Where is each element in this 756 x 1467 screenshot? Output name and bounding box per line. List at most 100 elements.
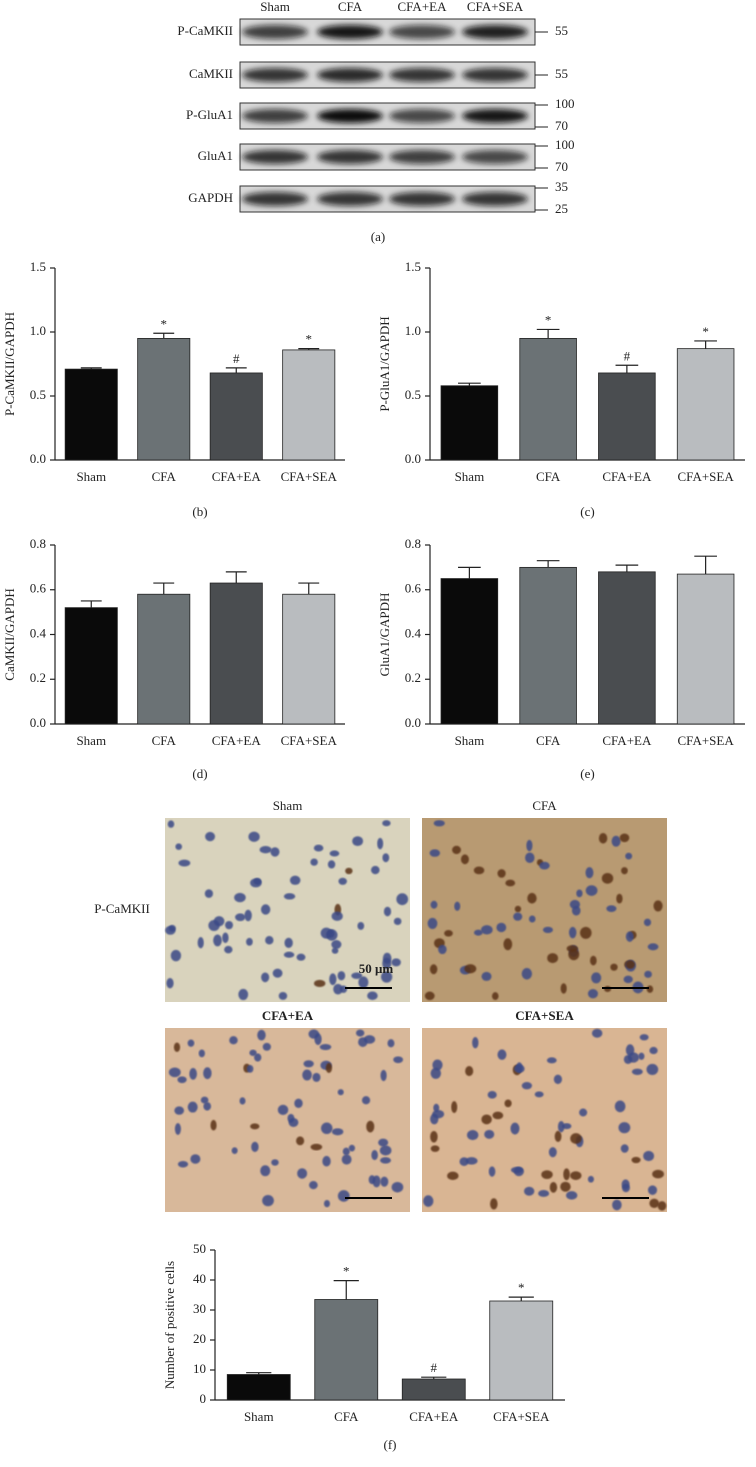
cell bbox=[239, 1097, 246, 1105]
cell bbox=[585, 885, 598, 896]
cell bbox=[278, 991, 288, 1000]
cell bbox=[238, 988, 249, 1001]
cell bbox=[366, 1120, 375, 1133]
bar bbox=[489, 1300, 554, 1401]
cell bbox=[557, 1120, 565, 1133]
blot-row-label: P-CaMKII bbox=[177, 23, 233, 38]
cell bbox=[358, 976, 369, 989]
cell bbox=[277, 1104, 289, 1115]
y-tick-label: 0 bbox=[200, 1391, 207, 1406]
error-bar bbox=[246, 1372, 272, 1375]
cell bbox=[568, 926, 577, 939]
blot-band bbox=[389, 109, 455, 123]
cell bbox=[647, 943, 659, 951]
blot-row-label: GAPDH bbox=[188, 190, 233, 205]
cell bbox=[504, 1099, 512, 1108]
cell bbox=[357, 921, 365, 930]
cell bbox=[539, 861, 550, 870]
cell bbox=[310, 858, 318, 866]
cell bbox=[601, 872, 614, 884]
x-tick-label: Sham bbox=[455, 733, 485, 748]
cell bbox=[625, 852, 633, 860]
cell bbox=[213, 934, 222, 947]
cell bbox=[246, 937, 253, 946]
x-tick-label: CFA bbox=[152, 733, 177, 748]
panel-caption: (c) bbox=[580, 504, 594, 519]
cell bbox=[250, 878, 262, 888]
cell bbox=[371, 865, 380, 875]
cell bbox=[432, 1109, 445, 1119]
y-tick-label: 40 bbox=[193, 1271, 206, 1286]
cell bbox=[591, 1028, 603, 1038]
bar bbox=[209, 372, 263, 461]
cell bbox=[234, 892, 246, 903]
cell bbox=[265, 935, 274, 945]
cell bbox=[612, 1199, 622, 1211]
marker-label: 100 bbox=[555, 96, 575, 111]
cell bbox=[244, 909, 252, 922]
cell bbox=[319, 1043, 332, 1051]
blot-row-label: CaMKII bbox=[189, 66, 233, 81]
significance-mark: # bbox=[624, 348, 631, 363]
cell bbox=[490, 1198, 498, 1210]
cell bbox=[433, 820, 445, 827]
cell bbox=[342, 1147, 350, 1156]
y-axis-label: CaMKII/GAPDH bbox=[2, 588, 17, 680]
panel-caption: (a) bbox=[371, 229, 385, 244]
cell bbox=[288, 1117, 299, 1127]
cell bbox=[524, 1186, 535, 1196]
cell bbox=[563, 1168, 570, 1181]
cell bbox=[606, 905, 617, 913]
cell bbox=[585, 867, 594, 879]
micrograph bbox=[422, 1028, 667, 1212]
cell bbox=[173, 1042, 181, 1052]
cell bbox=[391, 958, 401, 967]
y-tick-label: 10 bbox=[193, 1361, 206, 1376]
cell bbox=[198, 1049, 205, 1058]
cell bbox=[348, 1144, 356, 1152]
marker-label: 25 bbox=[555, 201, 568, 216]
marker-label: 100 bbox=[555, 137, 575, 152]
cell bbox=[177, 1160, 189, 1168]
cell bbox=[371, 1150, 378, 1161]
cell bbox=[538, 1190, 550, 1197]
cell bbox=[325, 1062, 333, 1074]
y-tick-label: 0.6 bbox=[405, 581, 422, 596]
cell bbox=[433, 1103, 440, 1113]
cell bbox=[331, 947, 339, 954]
cell bbox=[355, 1029, 365, 1037]
error-bar bbox=[694, 555, 717, 575]
cell bbox=[310, 1143, 323, 1151]
cell bbox=[513, 912, 523, 921]
x-tick-label: Sham bbox=[76, 469, 106, 484]
cell bbox=[587, 988, 599, 999]
cell bbox=[178, 859, 191, 867]
cell bbox=[197, 937, 204, 949]
cell bbox=[367, 991, 378, 1000]
cell bbox=[250, 1123, 260, 1130]
error-bar bbox=[80, 367, 102, 370]
cell bbox=[492, 1111, 504, 1120]
cell bbox=[549, 1181, 558, 1193]
x-tick-label: Sham bbox=[455, 469, 485, 484]
cell bbox=[167, 820, 175, 828]
cell bbox=[210, 1119, 217, 1131]
y-tick-label: 0.4 bbox=[405, 625, 422, 640]
y-tick-label: 0.6 bbox=[30, 581, 47, 596]
x-tick-label: CFA+EA bbox=[212, 733, 262, 748]
error-bar bbox=[536, 560, 560, 568]
cell bbox=[481, 971, 492, 981]
cell bbox=[187, 1101, 198, 1113]
cell bbox=[294, 1098, 303, 1108]
y-tick-label: 0.2 bbox=[30, 670, 46, 685]
cell bbox=[327, 860, 336, 869]
panel-caption: (f) bbox=[384, 1437, 397, 1452]
cell bbox=[631, 1156, 641, 1164]
cell bbox=[546, 1057, 557, 1064]
cell bbox=[525, 852, 535, 864]
bar bbox=[440, 578, 499, 725]
cell bbox=[380, 1069, 387, 1082]
y-tick-label: 0.8 bbox=[30, 536, 46, 551]
cell bbox=[638, 1052, 645, 1060]
cell bbox=[429, 849, 441, 857]
